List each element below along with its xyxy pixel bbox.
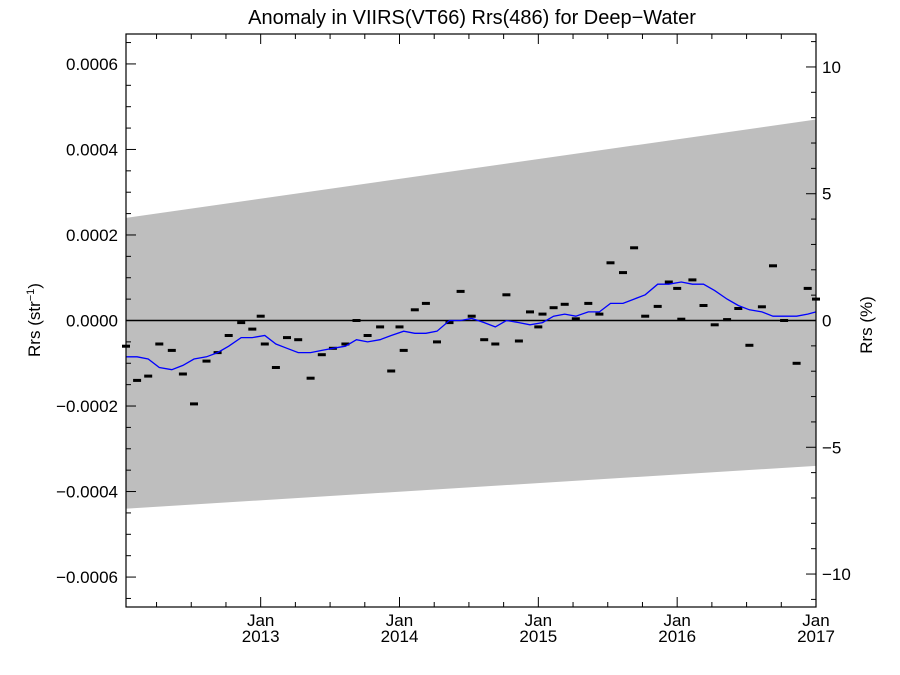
data-point xyxy=(317,353,326,357)
y-axis-left-label-sup: −1 xyxy=(25,289,37,302)
x-tick-month-label: Jan xyxy=(386,611,413,630)
x-tick-month-label: Jan xyxy=(663,611,690,630)
data-point xyxy=(792,361,801,365)
data-point xyxy=(723,318,732,322)
uncertainty-band xyxy=(126,119,816,509)
x-tick-year-label: 2015 xyxy=(519,627,557,646)
plot-area xyxy=(122,119,820,509)
data-point xyxy=(376,325,385,329)
x-tick-month-label: Jan xyxy=(247,611,274,630)
data-point xyxy=(341,342,350,346)
data-point xyxy=(133,378,142,382)
data-point xyxy=(595,312,604,316)
y-axis-left-label: Rrs (str−1) xyxy=(25,283,44,357)
data-point xyxy=(560,302,569,306)
data-point xyxy=(549,306,558,310)
data-point xyxy=(538,312,547,316)
data-point xyxy=(433,340,441,344)
data-point xyxy=(306,376,315,380)
chart-title: Anomaly in VIIRS(VT66) Rrs(486) for Deep… xyxy=(248,7,696,29)
data-point xyxy=(283,336,291,340)
y2-tick-label: −5 xyxy=(822,438,841,457)
data-point xyxy=(190,402,198,406)
y-axis-right-label: Rrs (%) xyxy=(857,296,876,354)
x-tick-year-label: 2016 xyxy=(658,627,696,646)
y2-tick-label: −10 xyxy=(822,565,851,584)
data-point xyxy=(699,304,708,307)
data-point xyxy=(155,342,164,346)
data-point xyxy=(502,293,511,297)
data-point xyxy=(514,339,523,343)
data-point xyxy=(224,334,233,337)
data-point xyxy=(584,301,593,305)
data-point xyxy=(178,372,187,376)
data-point xyxy=(745,343,754,347)
x-tick-month-label: Jan xyxy=(802,611,829,630)
data-point xyxy=(456,289,465,293)
data-point xyxy=(653,304,662,308)
data-point xyxy=(664,280,673,284)
data-point xyxy=(467,314,476,318)
data-point xyxy=(421,301,430,305)
x-tick-year-label: 2017 xyxy=(797,627,835,646)
y-axis-left-label-end: ) xyxy=(25,283,44,289)
data-point xyxy=(237,321,246,325)
data-point xyxy=(294,338,303,342)
y2-tick-label: 5 xyxy=(822,185,831,204)
data-point xyxy=(534,325,543,329)
data-point xyxy=(167,348,176,352)
y-axis-left-label-main: Rrs (str xyxy=(25,301,44,357)
data-point xyxy=(410,308,419,312)
series-line xyxy=(126,281,817,371)
y-tick-label: 0.0002 xyxy=(66,226,118,245)
data-point xyxy=(803,286,812,290)
y-tick-label: 0.0006 xyxy=(66,55,118,74)
data-point xyxy=(399,348,408,352)
data-point xyxy=(526,310,534,314)
data-point xyxy=(606,261,615,265)
data-point xyxy=(734,307,743,310)
data-point xyxy=(641,314,650,318)
data-point xyxy=(673,286,682,290)
data-point xyxy=(710,323,719,327)
data-point xyxy=(445,321,454,325)
data-point xyxy=(630,246,639,250)
data-point xyxy=(387,369,396,373)
data-point xyxy=(491,342,500,346)
y-tick-label: −0.0006 xyxy=(56,568,118,587)
data-point xyxy=(757,305,766,309)
data-point xyxy=(260,342,269,346)
x-tick-month-label: Jan xyxy=(525,611,552,630)
data-point xyxy=(395,325,404,329)
data-point xyxy=(677,317,686,321)
y-tick-label: −0.0004 xyxy=(56,483,118,502)
data-point xyxy=(769,264,777,268)
data-point xyxy=(144,374,153,378)
data-point xyxy=(202,359,211,363)
x-tick-year-label: 2013 xyxy=(242,627,280,646)
data-point xyxy=(363,334,372,337)
data-point xyxy=(352,319,361,322)
y-tick-label: 0.0004 xyxy=(66,140,118,159)
y2-tick-label: 10 xyxy=(822,58,841,77)
data-point xyxy=(248,327,257,331)
y2-tick-label: 0 xyxy=(822,312,831,331)
data-point xyxy=(256,314,265,318)
y-tick-label: 0.0000 xyxy=(66,312,118,331)
y-tick-label: −0.0002 xyxy=(56,397,118,416)
data-point xyxy=(480,338,489,342)
data-point xyxy=(780,319,789,322)
x-tick-year-label: 2014 xyxy=(381,627,419,646)
data-point xyxy=(619,271,627,275)
data-point xyxy=(688,278,697,282)
data-point xyxy=(571,317,580,321)
data-point xyxy=(271,366,280,369)
axes: 0.0006 0.0004 0.0002 0.0000 −0.0002 −0.0004 −0… xyxy=(56,33,851,646)
